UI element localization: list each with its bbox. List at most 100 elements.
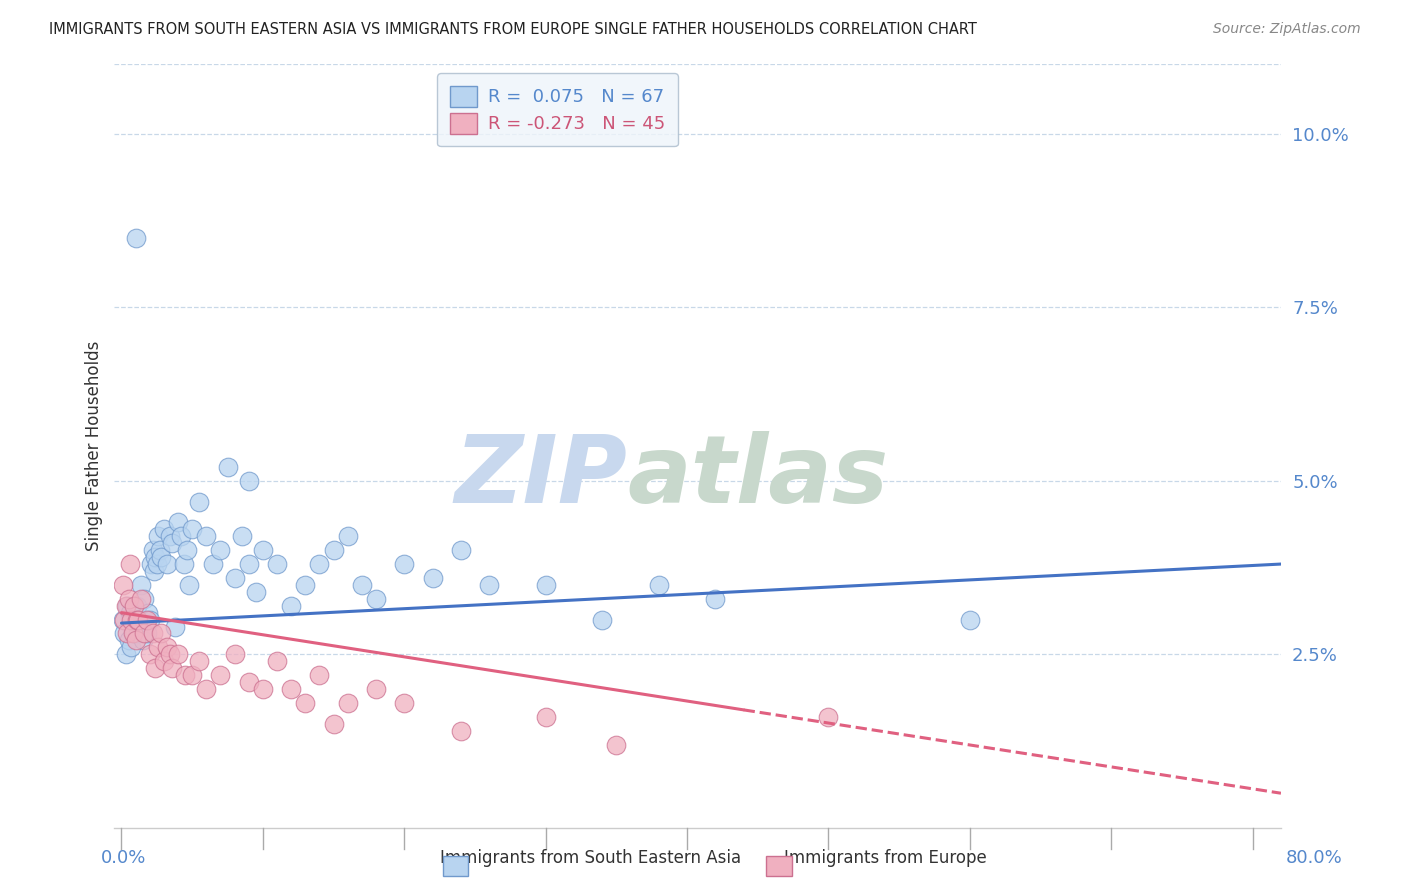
Point — [188, 494, 211, 508]
Point — [231, 529, 253, 543]
Point — [156, 640, 179, 655]
Point — [817, 710, 839, 724]
Point — [280, 681, 302, 696]
Point — [238, 474, 260, 488]
Point — [165, 619, 187, 633]
Point — [115, 599, 138, 613]
Point — [122, 626, 145, 640]
Point — [136, 626, 159, 640]
Point — [145, 550, 167, 565]
Point — [167, 648, 190, 662]
Point — [252, 543, 274, 558]
Point — [114, 599, 136, 613]
Text: ZIP: ZIP — [454, 431, 627, 523]
Point — [138, 606, 160, 620]
Point — [117, 591, 139, 606]
Point — [145, 661, 167, 675]
Point — [139, 648, 162, 662]
Legend: R =  0.075   N = 67, R = -0.273   N = 45: R = 0.075 N = 67, R = -0.273 N = 45 — [437, 73, 678, 146]
Point — [127, 626, 149, 640]
Point — [648, 578, 671, 592]
Point — [148, 640, 170, 655]
Y-axis label: Single Father Households: Single Father Households — [86, 341, 103, 551]
Point — [118, 606, 141, 620]
Point — [112, 613, 135, 627]
Point — [120, 640, 142, 655]
Point — [167, 516, 190, 530]
Text: IMMIGRANTS FROM SOUTH EASTERN ASIA VS IMMIGRANTS FROM EUROPE SINGLE FATHER HOUSE: IMMIGRANTS FROM SOUTH EASTERN ASIA VS IM… — [49, 22, 977, 37]
Point — [322, 716, 344, 731]
Point — [179, 578, 201, 592]
Text: 0.0%: 0.0% — [101, 849, 146, 867]
Point — [142, 626, 165, 640]
Point — [294, 696, 316, 710]
Point — [450, 723, 472, 738]
Point — [195, 681, 218, 696]
Point — [128, 613, 150, 627]
Point — [245, 584, 267, 599]
Point — [134, 613, 156, 627]
Point — [478, 578, 501, 592]
Point — [605, 738, 627, 752]
Point — [394, 557, 416, 571]
Point — [176, 543, 198, 558]
Point — [114, 648, 136, 662]
Point — [294, 578, 316, 592]
Point — [364, 681, 387, 696]
Point — [150, 550, 173, 565]
Point — [117, 633, 139, 648]
Point — [308, 557, 330, 571]
Point — [224, 648, 246, 662]
Point — [195, 529, 218, 543]
Point — [336, 529, 359, 543]
Point — [139, 613, 162, 627]
Point — [252, 681, 274, 696]
Point — [127, 613, 149, 627]
Point — [350, 578, 373, 592]
Point — [131, 633, 153, 648]
Point — [534, 578, 557, 592]
Point — [149, 543, 172, 558]
Point — [125, 599, 148, 613]
Point — [162, 536, 184, 550]
Point — [181, 522, 204, 536]
Point — [136, 613, 159, 627]
Point — [159, 648, 181, 662]
Point — [364, 591, 387, 606]
Text: 80.0%: 80.0% — [1286, 849, 1343, 867]
Point — [159, 529, 181, 543]
Point — [394, 696, 416, 710]
Point — [153, 654, 176, 668]
Point — [450, 543, 472, 558]
Point — [704, 591, 727, 606]
Point — [124, 230, 146, 244]
Point — [121, 619, 143, 633]
Point — [238, 675, 260, 690]
Point — [121, 626, 143, 640]
Point — [336, 696, 359, 710]
Text: Source: ZipAtlas.com: Source: ZipAtlas.com — [1213, 22, 1361, 37]
Point — [591, 613, 613, 627]
Point — [112, 626, 135, 640]
Point — [132, 626, 155, 640]
Point — [124, 633, 146, 648]
Point — [132, 591, 155, 606]
Point — [111, 578, 134, 592]
Point — [280, 599, 302, 613]
Point — [266, 654, 288, 668]
Point — [129, 578, 152, 592]
Point — [238, 557, 260, 571]
Text: Immigrants from Europe: Immigrants from Europe — [785, 849, 987, 867]
Point — [143, 564, 166, 578]
Point — [148, 529, 170, 543]
Point — [120, 613, 142, 627]
Point — [322, 543, 344, 558]
Point — [125, 613, 148, 627]
Point — [115, 626, 138, 640]
Point — [142, 543, 165, 558]
Point — [118, 557, 141, 571]
Point — [170, 529, 193, 543]
Point — [146, 557, 169, 571]
Point — [141, 557, 163, 571]
Point — [162, 661, 184, 675]
